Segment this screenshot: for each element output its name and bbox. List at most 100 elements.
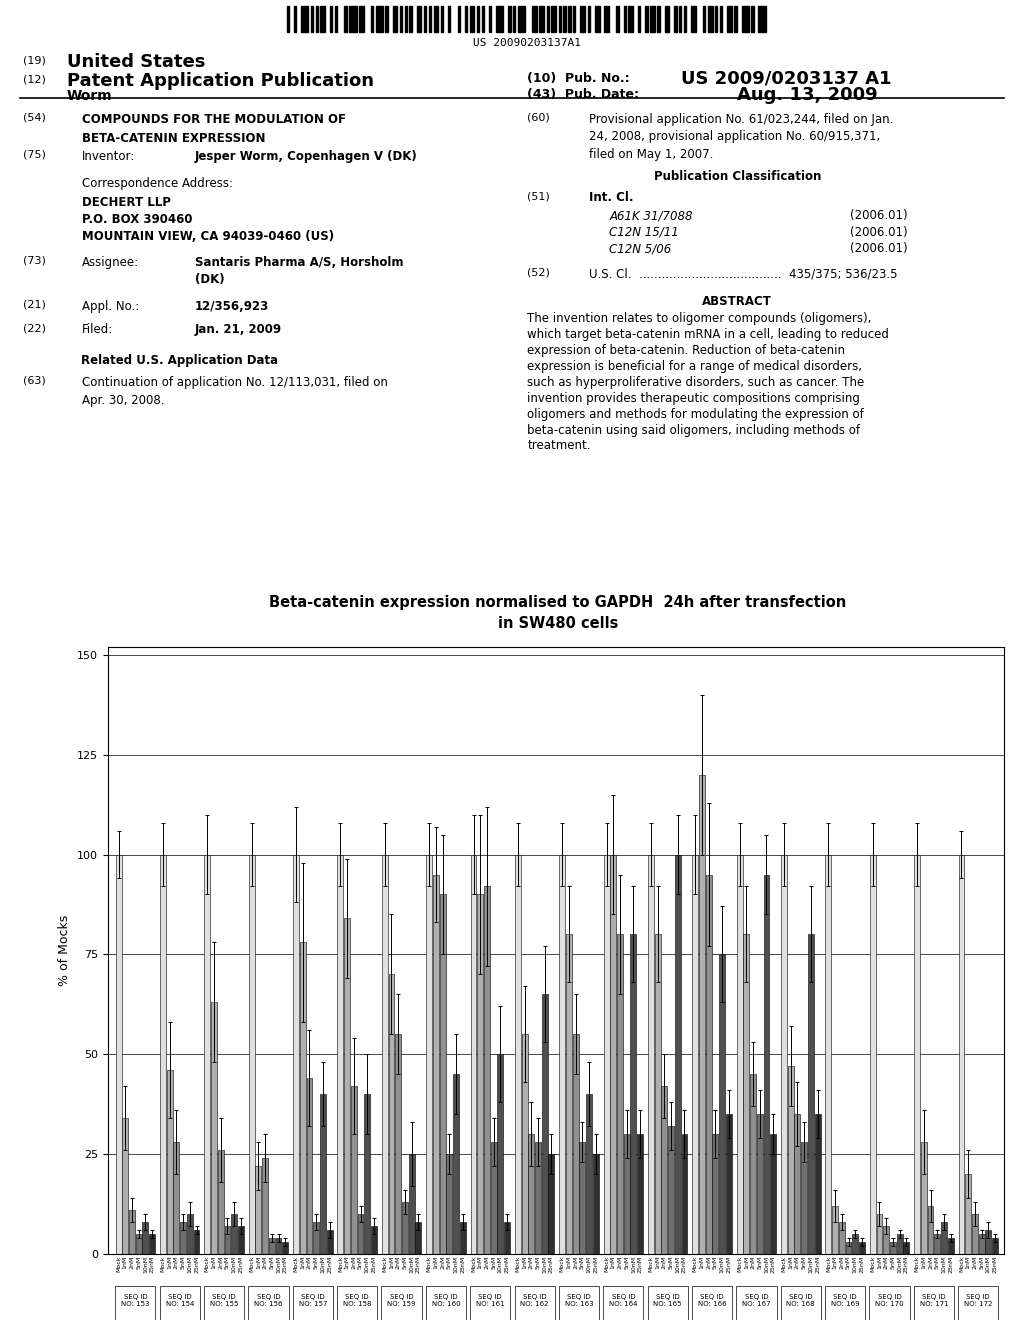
Bar: [815, 1114, 820, 1254]
Bar: [559, 5, 561, 32]
Bar: [426, 854, 432, 1254]
Text: COMPOUNDS FOR THE MODULATION OF: COMPOUNDS FOR THE MODULATION OF: [82, 112, 346, 125]
Bar: [231, 1214, 238, 1254]
Bar: [300, 942, 306, 1254]
Bar: [439, 895, 445, 1254]
Bar: [409, 1154, 415, 1254]
Bar: [426, 1286, 466, 1320]
Bar: [470, 5, 474, 32]
Bar: [972, 1214, 978, 1254]
Text: Patent Application Publication: Patent Application Publication: [67, 71, 374, 90]
Bar: [869, 1286, 909, 1320]
Bar: [365, 1094, 371, 1254]
Bar: [593, 1154, 599, 1254]
Bar: [573, 5, 575, 32]
Bar: [313, 1222, 319, 1254]
Text: US 2009/0203137 A1: US 2009/0203137 A1: [681, 70, 892, 87]
Text: Assignee:: Assignee:: [82, 256, 139, 268]
Bar: [330, 5, 333, 32]
Bar: [616, 5, 618, 32]
Bar: [780, 1286, 821, 1320]
Bar: [371, 1226, 377, 1254]
Bar: [566, 935, 571, 1254]
Bar: [521, 1035, 527, 1254]
Bar: [371, 5, 374, 32]
Bar: [650, 5, 655, 32]
Bar: [884, 1226, 889, 1254]
Text: 24, 2008, provisional application No. 60/915,371,: 24, 2008, provisional application No. 60…: [589, 131, 880, 144]
Bar: [446, 1154, 453, 1254]
Bar: [376, 5, 383, 32]
Bar: [458, 5, 460, 32]
Bar: [416, 1222, 421, 1254]
Text: Provisional application No. 61/023,244, filed on Jan.: Provisional application No. 61/023,244, …: [589, 112, 893, 125]
Bar: [934, 1234, 940, 1254]
Text: (12): (12): [23, 75, 45, 84]
Bar: [736, 854, 742, 1254]
Text: Publication Classification: Publication Classification: [653, 170, 821, 183]
Bar: [488, 5, 492, 32]
Bar: [759, 5, 766, 32]
Bar: [532, 5, 537, 32]
Text: (DK): (DK): [195, 273, 224, 286]
Text: (60): (60): [527, 112, 550, 123]
Bar: [624, 5, 626, 32]
Text: (10)  Pub. No.:: (10) Pub. No.:: [527, 71, 630, 84]
Bar: [417, 5, 422, 32]
Bar: [129, 1210, 135, 1254]
Bar: [588, 5, 590, 32]
Text: which target beta-catenin mRNA in a cell, leading to reduced: which target beta-catenin mRNA in a cell…: [527, 329, 889, 342]
Bar: [647, 1286, 688, 1320]
Bar: [453, 1074, 459, 1254]
Bar: [668, 1126, 674, 1254]
Bar: [770, 1134, 776, 1254]
Bar: [204, 1286, 244, 1320]
Bar: [551, 5, 556, 32]
Bar: [734, 5, 736, 32]
Bar: [568, 5, 570, 32]
Text: C12N 15/11: C12N 15/11: [609, 226, 679, 239]
Bar: [603, 1286, 643, 1320]
Text: Filed:: Filed:: [82, 323, 114, 337]
Bar: [903, 1242, 909, 1254]
Bar: [424, 5, 426, 32]
Bar: [294, 5, 296, 32]
Bar: [890, 1242, 896, 1254]
Bar: [679, 5, 681, 32]
Bar: [559, 854, 565, 1254]
Bar: [913, 1286, 954, 1320]
Text: Correspondence Address:: Correspondence Address:: [82, 177, 232, 190]
Text: invention provides therapeutic compositions comprising: invention provides therapeutic compositi…: [527, 392, 860, 405]
Text: SEQ ID
NO: 164: SEQ ID NO: 164: [609, 1294, 638, 1307]
Bar: [580, 1142, 586, 1254]
Bar: [249, 1286, 289, 1320]
Bar: [433, 874, 439, 1254]
Bar: [726, 1114, 732, 1254]
Bar: [559, 1286, 599, 1320]
Text: expression of beta-catenin. Reduction of beta-catenin: expression of beta-catenin. Reduction of…: [527, 345, 846, 358]
Text: Related U.S. Application Data: Related U.S. Application Data: [81, 354, 278, 367]
Bar: [167, 1071, 173, 1254]
Text: (21): (21): [23, 300, 45, 310]
Bar: [357, 1214, 364, 1254]
Bar: [238, 1226, 244, 1254]
Text: Int. Cl.: Int. Cl.: [589, 191, 633, 205]
Text: oligomers and methods for modulating the expression of: oligomers and methods for modulating the…: [527, 408, 864, 421]
Text: (43)  Pub. Date:: (43) Pub. Date:: [527, 88, 639, 102]
Bar: [498, 1055, 503, 1254]
Text: US 20090203137A1: US 20090203137A1: [473, 38, 582, 49]
Text: SEQ ID
NO: 157: SEQ ID NO: 157: [299, 1294, 327, 1307]
Text: P.O. BOX 390460: P.O. BOX 390460: [82, 213, 193, 226]
Text: beta-catenin using said oligomers, including methods of: beta-catenin using said oligomers, inclu…: [527, 424, 860, 437]
Bar: [410, 5, 412, 32]
Text: United States: United States: [67, 53, 205, 71]
Bar: [542, 994, 548, 1254]
Text: Continuation of application No. 12/113,031, filed on: Continuation of application No. 12/113,0…: [82, 376, 388, 389]
Bar: [877, 1214, 883, 1254]
Bar: [194, 1230, 200, 1254]
Bar: [315, 5, 318, 32]
Text: (75): (75): [23, 149, 45, 160]
Bar: [808, 935, 814, 1254]
Text: ABSTRACT: ABSTRACT: [702, 294, 772, 308]
Bar: [477, 5, 479, 32]
